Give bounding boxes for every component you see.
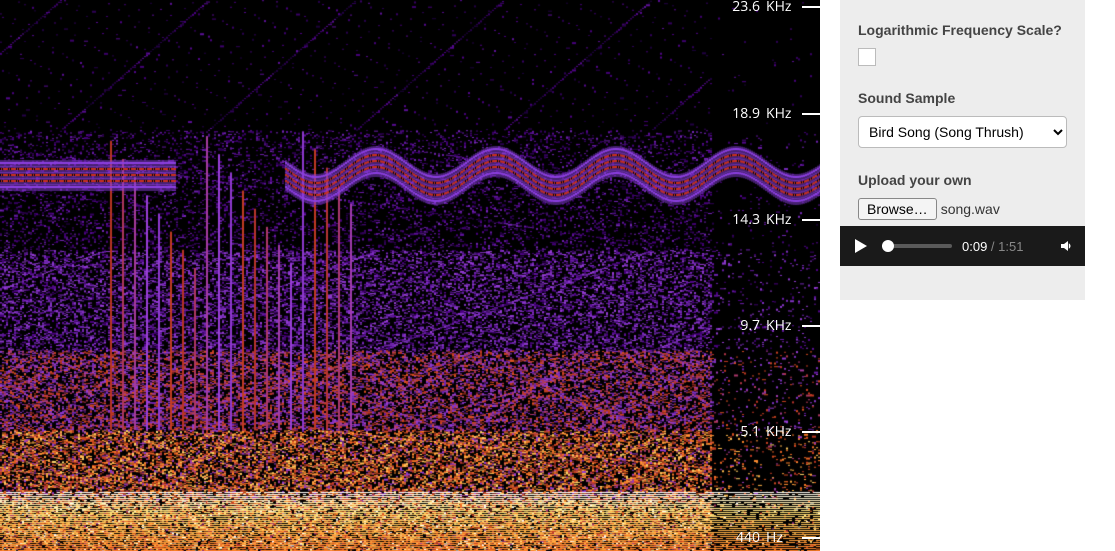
upload-label: Upload your own [858,172,1067,188]
app-root: 23.6 KHz18.9 KHz14.3 KHz9.7 KHz5.1 KHz44… [0,0,1115,551]
play-icon [855,239,867,253]
time-display: 0:09 / 1:51 [962,239,1023,254]
volume-icon [1059,238,1075,254]
volume-button[interactable] [1059,238,1075,254]
duration-time: 1:51 [998,239,1023,254]
seek-thumb[interactable] [882,240,894,252]
elapsed-time: 0:09 [962,239,987,254]
spectrogram-canvas [0,0,820,551]
log-scale-label: Logarithmic Frequency Scale? [858,22,1067,38]
layout-gap [820,0,840,551]
sound-sample-select[interactable]: Bird Song (Song Thrush) [858,116,1067,148]
log-scale-checkbox[interactable] [858,48,876,66]
audio-player: 0:09 / 1:51 [840,226,1085,266]
controls-panel: Logarithmic Frequency Scale? Sound Sampl… [840,0,1085,300]
file-input-row: Browse… song.wav [858,198,1067,220]
uploaded-filename: song.wav [941,201,1000,217]
sound-sample-label: Sound Sample [858,90,1067,106]
browse-button[interactable]: Browse… [858,198,937,220]
controls-column: Logarithmic Frequency Scale? Sound Sampl… [840,0,1115,551]
seek-slider[interactable] [882,244,952,248]
time-separator: / [987,239,998,254]
play-button[interactable] [850,235,872,257]
spectrogram-viewport: 23.6 KHz18.9 KHz14.3 KHz9.7 KHz5.1 KHz44… [0,0,820,551]
